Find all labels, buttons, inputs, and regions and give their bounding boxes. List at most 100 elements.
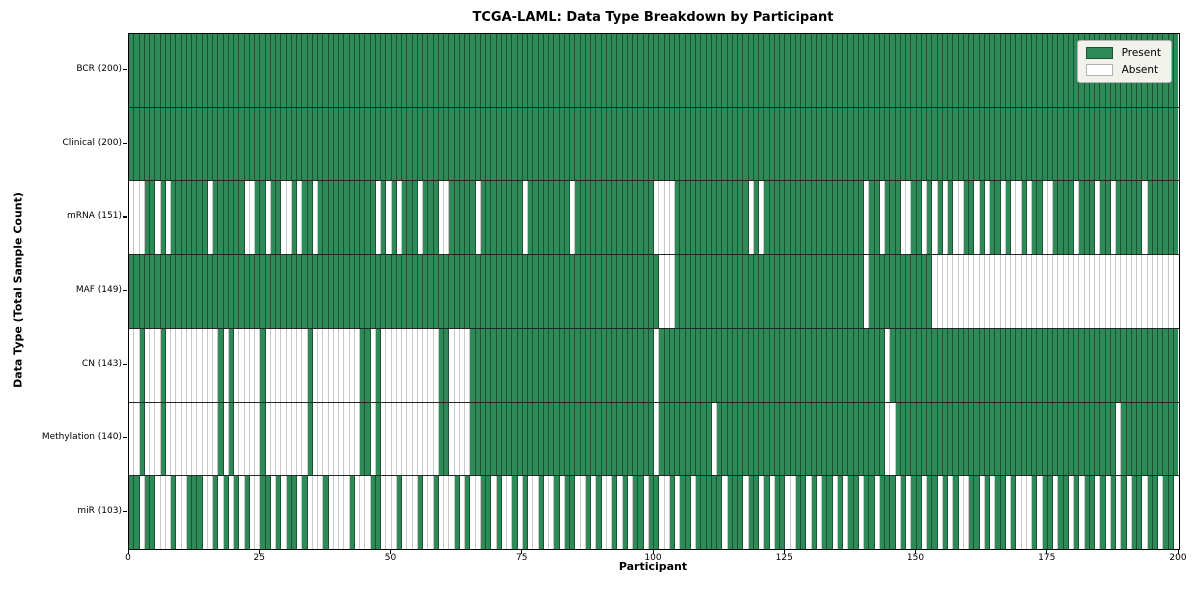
- heatmap-cell: [349, 34, 355, 107]
- heatmap-cell: [622, 476, 628, 550]
- heatmap-cell: [790, 255, 796, 328]
- heatmap-cell: [265, 328, 271, 402]
- heatmap-cell: [1068, 181, 1074, 255]
- heatmap-cell: [255, 107, 261, 181]
- heatmap-cell: [617, 181, 623, 255]
- legend-item-absent: Absent: [1085, 64, 1161, 76]
- heatmap-cell: [486, 255, 492, 328]
- heatmap-cell: [533, 255, 539, 328]
- heatmap-cell: [638, 34, 644, 107]
- heatmap-cell: [911, 328, 917, 402]
- heatmap-cell: [701, 181, 707, 255]
- heatmap-cell: [1063, 181, 1069, 255]
- heatmap-cell: [759, 476, 765, 550]
- heatmap-cell: [948, 402, 954, 476]
- heatmap-cell: [738, 181, 744, 255]
- heatmap-cell: [722, 402, 728, 476]
- heatmap-cell: [207, 402, 213, 476]
- heatmap-cell: [528, 402, 534, 476]
- heatmap-cell: [270, 476, 276, 550]
- heatmap-cell: [822, 181, 828, 255]
- heatmap-cell: [1131, 255, 1137, 328]
- heatmap-cell: [312, 476, 318, 550]
- heatmap-cell: [207, 255, 213, 328]
- heatmap-cell: [669, 181, 675, 255]
- heatmap-cell: [1032, 255, 1038, 328]
- heatmap-cell: [223, 402, 229, 476]
- heatmap-cell: [507, 107, 513, 181]
- heatmap-cell: [827, 181, 833, 255]
- heatmap-cell: [255, 255, 261, 328]
- heatmap-cell: [570, 181, 576, 255]
- heatmap-cell: [711, 107, 717, 181]
- heatmap-cell: [517, 476, 523, 550]
- heatmap-cell: [318, 107, 324, 181]
- heatmap-cell: [1110, 181, 1116, 255]
- heatmap-cell: [412, 402, 418, 476]
- y-tick-label: BCR (200): [76, 64, 122, 75]
- y-tick-mark: [123, 142, 127, 145]
- heatmap-cell: [759, 181, 765, 255]
- heatmap-cell: [354, 34, 360, 107]
- heatmap-cell: [759, 107, 765, 181]
- heatmap-cell: [963, 402, 969, 476]
- heatmap-cell: [942, 107, 948, 181]
- heatmap-cell: [1053, 181, 1059, 255]
- heatmap-cell: [885, 107, 891, 181]
- heatmap-cell: [927, 34, 933, 107]
- heatmap-cell: [906, 107, 912, 181]
- heatmap-cell: [286, 402, 292, 476]
- y-tick-mark: [123, 437, 127, 439]
- heatmap-cell: [1063, 255, 1069, 328]
- heatmap-cell: [391, 255, 397, 328]
- heatmap-cell: [507, 402, 513, 476]
- heatmap-cell: [150, 255, 156, 328]
- heatmap-cell: [816, 255, 822, 328]
- heatmap-cell: [402, 402, 408, 476]
- heatmap-cell: [339, 181, 345, 255]
- heatmap-cell: [990, 107, 996, 181]
- heatmap-cell: [780, 476, 786, 550]
- heatmap-cell: [1074, 328, 1080, 402]
- heatmap-cell: [186, 107, 192, 181]
- heatmap-cell: [601, 328, 607, 402]
- heatmap-cell: [654, 255, 660, 328]
- heatmap-cell: [827, 328, 833, 402]
- heatmap-cell: [979, 476, 985, 550]
- heatmap-cell: [990, 181, 996, 255]
- heatmap-cell: [969, 328, 975, 402]
- heatmap-cell: [627, 402, 633, 476]
- heatmap-cell: [564, 181, 570, 255]
- heatmap-cell: [811, 107, 817, 181]
- heatmap-cell: [433, 34, 439, 107]
- heatmap-cell: [1068, 476, 1074, 550]
- heatmap-cell: [748, 255, 754, 328]
- heatmap-cell: [134, 476, 140, 550]
- heatmap-cell: [858, 476, 864, 550]
- heatmap-cell: [790, 476, 796, 550]
- heatmap-cell: [722, 34, 728, 107]
- heatmap-cell: [239, 328, 245, 402]
- heatmap-cell: [591, 181, 597, 255]
- heatmap-cell: [480, 255, 486, 328]
- heatmap-cell: [654, 181, 660, 255]
- heatmap-cell: [816, 476, 822, 550]
- heatmap-cell: [202, 402, 208, 476]
- heatmap-cell: [197, 255, 203, 328]
- heatmap-cell: [1142, 107, 1148, 181]
- heatmap-cell: [853, 328, 859, 402]
- heatmap-cell: [995, 476, 1001, 550]
- heatmap-cell: [276, 402, 282, 476]
- heatmap-cell: [643, 328, 649, 402]
- heatmap-cell: [601, 107, 607, 181]
- heatmap-cell: [297, 402, 303, 476]
- heatmap-cell: [874, 476, 880, 550]
- heatmap-cell: [165, 328, 171, 402]
- heatmap-cell: [990, 255, 996, 328]
- heatmap-cell: [795, 402, 801, 476]
- heatmap-cell: [764, 328, 770, 402]
- heatmap-cell: [743, 34, 749, 107]
- heatmap-cell: [958, 476, 964, 550]
- heatmap-cell: [1042, 255, 1048, 328]
- heatmap-cell: [984, 181, 990, 255]
